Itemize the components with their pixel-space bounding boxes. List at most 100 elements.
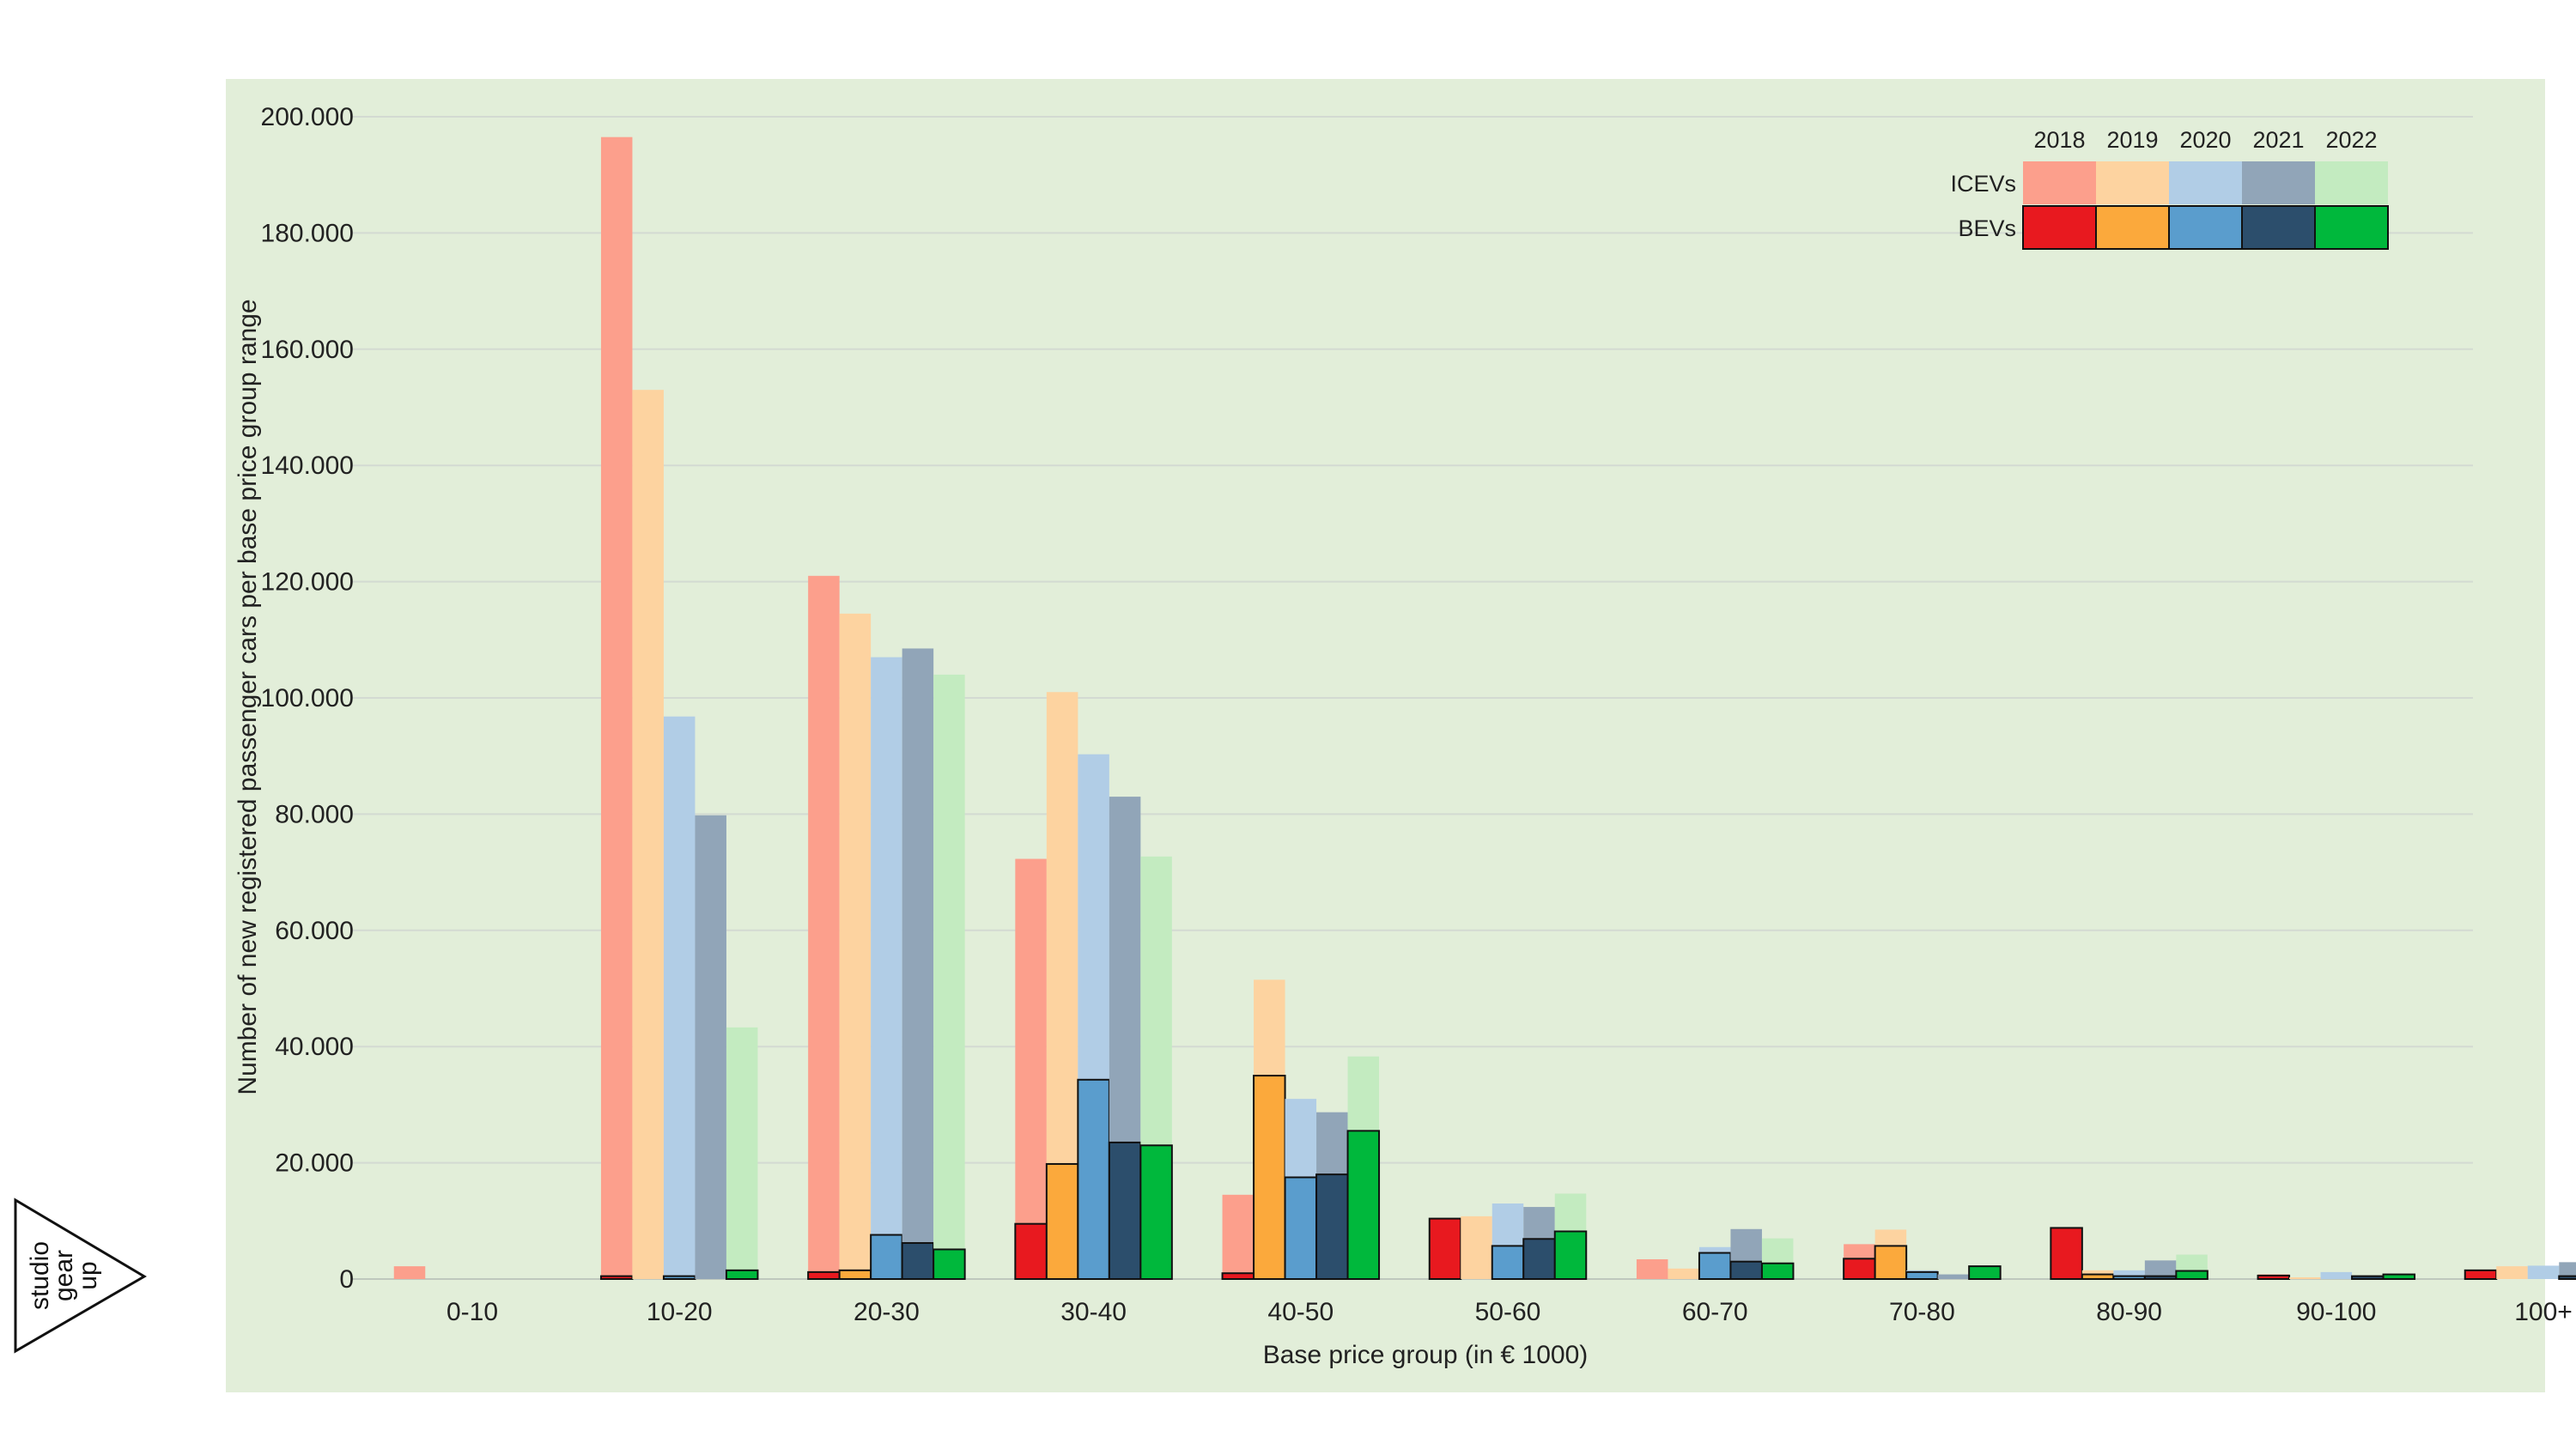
legend-swatch-icevs-2018 [2023,161,2096,204]
studio-gear-up-logo: studio gear up [14,1197,147,1354]
x-tick-label: 60-70 [1682,1298,1748,1326]
logo-text-line2: gear [50,1250,78,1301]
y-tick-label: 160.000 [261,336,354,364]
bar-icev-2019-60-70 [1668,1268,1699,1279]
legend-group-label: BEVs [1958,215,2016,241]
bar-icev-2020-20-30 [871,657,902,1279]
x-tick-label: 100+ [2514,1298,2573,1326]
y-tick-label: 120.000 [261,568,354,597]
x-tick-label: 40-50 [1267,1298,1334,1326]
logo-text-line1: studio [26,1241,54,1310]
legend-swatch-bevs-2020 [2168,205,2243,250]
bar-icev-2018-40-50 [1222,1194,1255,1279]
bar-bev-2022-20-30 [933,1248,966,1281]
bar-bev-2020-80-90 [2112,1275,2146,1280]
legend-swatch-bevs-2022 [2314,205,2389,250]
legend-group-label: ICEVs [1950,171,2016,197]
bar-bev-2021-50-60 [1522,1238,1556,1280]
bar-icev-2021-10-20 [695,815,726,1279]
bar-bev-2019-30-40 [1045,1162,1079,1280]
y-tick-label: 140.000 [261,452,354,480]
bar-icev-2019-10-20 [632,390,664,1280]
legend-year-label: 2022 [2325,127,2377,153]
y-tick-label: 40.000 [275,1033,354,1061]
bar-icev-2019-90-100 [2289,1276,2321,1279]
bar-bev-2022-50-60 [1553,1230,1588,1280]
bar-icev-2022-20-30 [933,674,965,1279]
logo-triangle-icon [14,1197,147,1354]
bar-bev-2021-60-70 [1729,1260,1763,1280]
bar-bev-2018-50-60 [1428,1217,1462,1281]
bar-bev-2021-20-30 [901,1242,935,1280]
legend-swatch-icevs-2022 [2315,161,2388,204]
bar-bev-2020-30-40 [1077,1078,1110,1280]
bar-bev-2019-20-30 [838,1269,872,1280]
bar-bev-2021-40-50 [1315,1173,1349,1281]
bar-icev-2019-50-60 [1461,1216,1492,1279]
x-tick-label: 0-10 [447,1298,498,1326]
legend-year-label: 2020 [2179,127,2231,153]
y-tick-label: 0 [339,1265,354,1294]
y-tick-label: 200.000 [261,103,354,131]
y-tick-label: 60.000 [275,917,354,945]
bar-icev-2021-100+ [2559,1262,2576,1279]
bar-icev-2020-10-20 [663,716,696,1279]
legend-swatch-icevs-2021 [2242,161,2315,204]
bar-bev-2020-10-20 [662,1275,696,1280]
bar-bev-2022-70-80 [1968,1265,2002,1280]
bar-bev-2018-40-50 [1221,1272,1255,1280]
bar-icev-2018-10-20 [600,136,633,1279]
bars [393,136,2576,1281]
legend-year-label: 2018 [2033,127,2085,153]
bar-bev-2021-30-40 [1108,1141,1142,1281]
bar-bev-2019-80-90 [2081,1273,2115,1280]
bar-bev-2022-10-20 [725,1269,759,1280]
x-tick-label: 80-90 [2096,1298,2162,1326]
x-tick-label: 10-20 [647,1298,713,1326]
legend-swatch-bevs-2021 [2241,205,2316,250]
logo-text-line3: up [74,1261,102,1289]
bar-bev-2018-20-30 [807,1270,841,1280]
bar-bev-2019-70-80 [1874,1245,1908,1281]
bar-bev-2020-40-50 [1284,1176,1318,1281]
bar-bev-2022-80-90 [2175,1270,2208,1280]
bar-bev-2020-60-70 [1698,1252,1732,1281]
bar-bev-2020-20-30 [870,1234,903,1280]
bar-icev-2018-30-40 [1015,858,1047,1279]
legend-swatch-icevs-2020 [2169,161,2242,204]
x-tick-label: 90-100 [2296,1298,2376,1326]
bar-icev-2021-80-90 [2144,1260,2177,1279]
bar-bev-2020-50-60 [1491,1245,1525,1281]
y-tick-label: 80.000 [275,800,354,828]
bar-bev-2018-90-100 [2257,1274,2291,1280]
bar-bev-2021-80-90 [2143,1275,2178,1280]
bar-icev-2020-100+ [2527,1265,2560,1279]
y-tick-label: 100.000 [261,684,354,712]
bar-icev-2018-20-30 [808,575,840,1279]
legend-swatch-icevs-2019 [2096,161,2169,204]
legend-year-label: 2019 [2106,127,2158,153]
x-tick-label: 30-40 [1060,1298,1127,1326]
bar-icev-2019-100+ [2496,1266,2528,1279]
bar-icev-2021-20-30 [902,648,934,1279]
bar-bev-2018-70-80 [1843,1258,1876,1281]
bar-bev-2022-40-50 [1346,1130,1381,1280]
x-tick-label: 20-30 [854,1298,920,1326]
plot-background [226,79,2545,1392]
bar-bev-2021-90-100 [2351,1275,2385,1280]
y-tick-labels: 0 20.000 40.000 60.000 80.000 100.000 120.000 1… [261,103,354,1294]
legend-year-label: 2021 [2252,127,2304,153]
bar-bev-2018-100+ [2464,1269,2498,1280]
bar-bev-2018-30-40 [1014,1222,1048,1281]
bar-bev-2018-10-20 [599,1275,634,1280]
bar-bev-2020-70-80 [1905,1270,1939,1280]
bar-icev-2020-90-100 [2320,1271,2353,1279]
legend-swatch-bevs-2018 [2022,205,2097,250]
y-tick-label: 180.000 [261,219,354,247]
bar-bev-2018-80-90 [2050,1227,2083,1280]
bar-icev-2018-0-10 [393,1266,426,1279]
x-tick-labels: 0-10 10-20 20-30 30-40 40-50 50-60 60-70 70-80 8… [447,1298,2573,1326]
legend-swatch-bevs-2019 [2095,205,2170,250]
bar-icev-2018-60-70 [1636,1258,1668,1279]
